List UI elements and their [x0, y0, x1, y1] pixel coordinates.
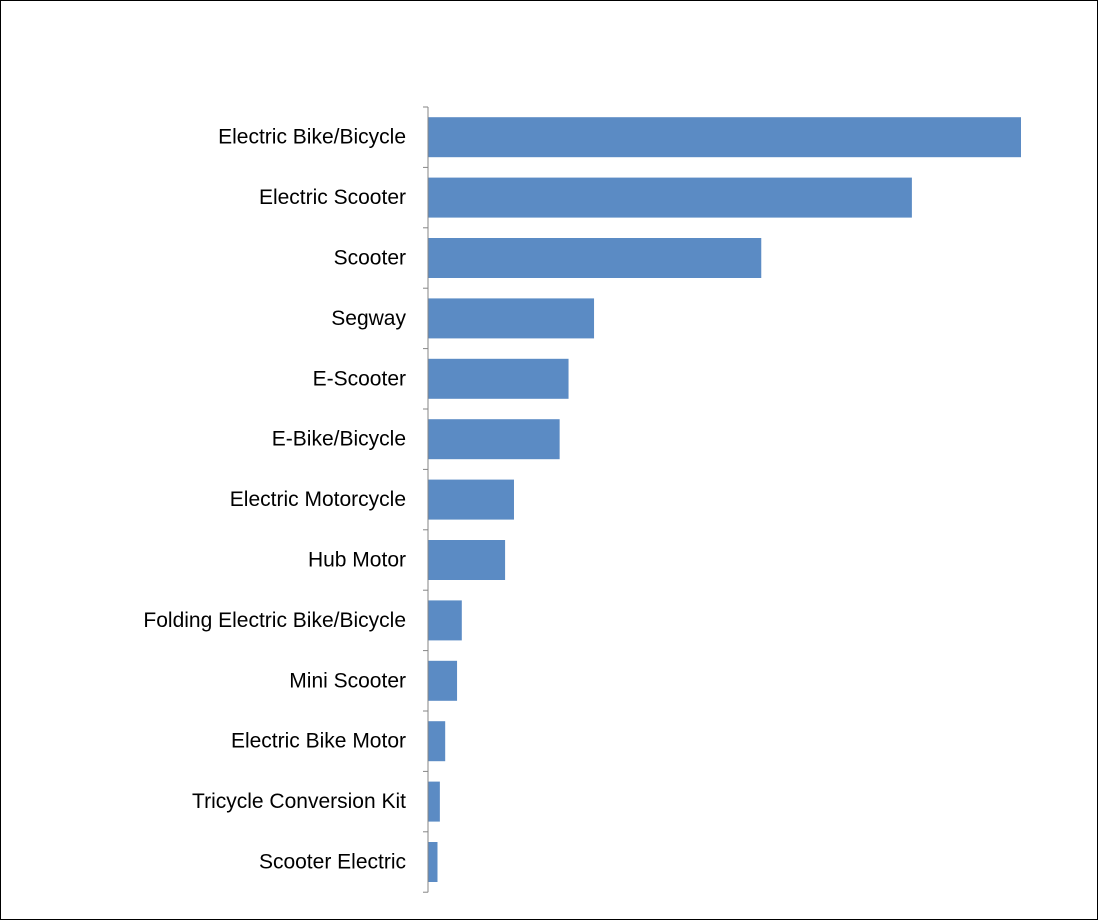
- bar: [428, 177, 912, 218]
- bar: [428, 358, 569, 399]
- category-label: Hub Motor: [308, 549, 406, 572]
- category-labels: Electric Bike/Bicycle Electric Scooter Sco…: [143, 126, 406, 874]
- bars-layer: [428, 117, 1021, 882]
- bar: [428, 540, 506, 580]
- category-label: Segway: [331, 307, 406, 330]
- bar: [428, 117, 1021, 158]
- bar: [428, 781, 440, 822]
- bar: [428, 660, 458, 701]
- category-label: Folding Electric Bike/Bicycle: [143, 609, 406, 632]
- category-label: Electric Scooter: [259, 186, 406, 209]
- bar: [428, 419, 560, 460]
- category-axis: [423, 106, 429, 893]
- bar: [428, 298, 595, 339]
- category-label: Scooter Electric: [259, 851, 406, 874]
- bar: [428, 842, 438, 882]
- bar: [428, 600, 462, 641]
- bar: [428, 721, 446, 762]
- category-label: Electric Bike/Bicycle: [218, 126, 406, 149]
- category-label: Mini Scooter: [289, 669, 406, 692]
- category-label: Electric Motorcycle: [230, 488, 406, 511]
- bar: [428, 479, 514, 520]
- category-label: Tricycle Conversion Kit: [192, 790, 406, 813]
- category-label: Electric Bike Motor: [231, 730, 406, 753]
- bar: [428, 238, 762, 278]
- category-label: E-Bike/Bicycle: [272, 428, 406, 451]
- category-label: Scooter: [334, 247, 406, 270]
- category-label: E-Scooter: [313, 367, 406, 390]
